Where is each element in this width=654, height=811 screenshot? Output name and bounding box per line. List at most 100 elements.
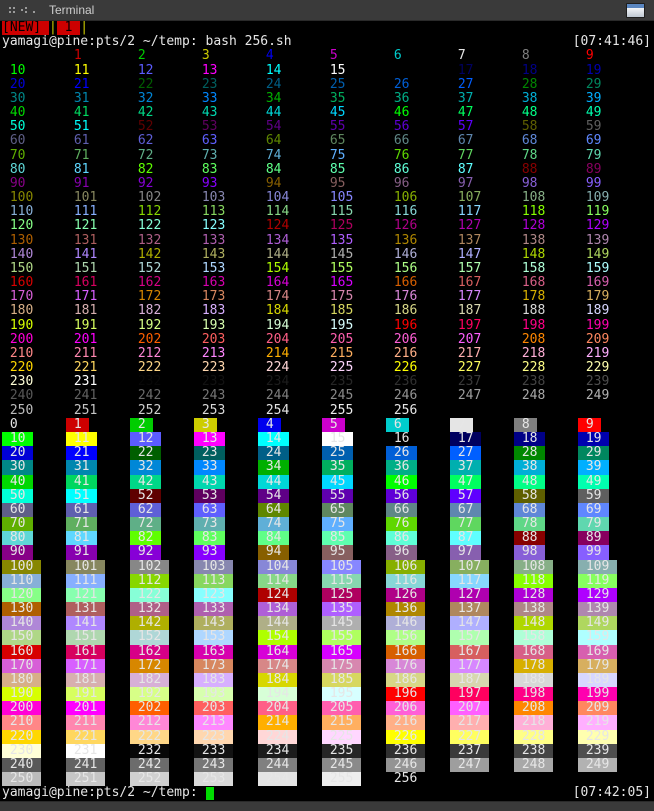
bg-color-cell-140: 140 — [2, 616, 42, 631]
fg-color-cell-44: 44 — [258, 106, 290, 121]
fg-color-cell-112: 112 — [130, 205, 170, 220]
fg-color-cell-2: 2 — [130, 49, 154, 64]
bg-color-cell-179: 179 — [578, 658, 618, 673]
fg-color-cell-218: 218 — [514, 346, 554, 361]
bg-color-cell-227: 227 — [450, 729, 490, 744]
fg-color-row: 250 251 252 253 254 255 256 — [0, 404, 654, 418]
bg-color-cell-123: 123 — [194, 587, 234, 603]
fg-color-row: 130 131 132 133 134 135 136 137 138 139 — [0, 234, 654, 248]
fg-color-cell-190: 190 — [2, 318, 42, 333]
bg-color-cell-204: 204 — [258, 701, 298, 716]
timestamp-start: [07:41:46] — [572, 34, 651, 50]
fg-color-cell-13: 13 — [194, 63, 226, 78]
fg-color-row: 210 211 212 213 214 215 216 217 218 219 — [0, 347, 654, 361]
fg-color-row: 190 191 192 193 194 195 196 197 198 199 — [0, 319, 654, 333]
bg-color-cell-61: 61 — [66, 502, 98, 518]
fg-color-cell-146: 146 — [386, 247, 426, 262]
fg-color-cell-82: 82 — [130, 162, 162, 177]
bg-color-cell-154: 154 — [258, 630, 298, 645]
bg-color-cell-97: 97 — [450, 545, 482, 560]
bg-color-cell-24: 24 — [258, 446, 290, 461]
fg-color-cell-73: 73 — [194, 148, 226, 163]
fg-color-cell-3: 3 — [194, 49, 218, 64]
terminal-screen[interactable]: [NEW] | 1 | yamagi@pine:pts/2 ~/temp: ba… — [0, 20, 654, 801]
fg-color-cell-59: 59 — [578, 120, 610, 135]
fg-color-cell-229: 229 — [578, 361, 618, 376]
fg-color-cell-212: 212 — [130, 346, 170, 361]
bg-color-cell-163: 163 — [194, 644, 234, 659]
fg-color-cell-139: 139 — [578, 233, 618, 248]
bg-color-cell-6: 6 — [386, 417, 410, 432]
fg-color-grid: 0 1 2 3 4 5 6 7 8 9 10 11 12 13 14 15 16… — [0, 49, 654, 417]
bg-color-cell-241: 241 — [66, 757, 106, 773]
bg-color-cell-40: 40 — [2, 474, 34, 489]
bg-color-cell-177: 177 — [450, 658, 490, 673]
fg-color-cell-142: 142 — [130, 247, 170, 262]
bg-color-row: 80 81 82 83 84 85 86 87 88 89 — [0, 531, 654, 546]
bg-color-cell-205: 205 — [322, 701, 362, 716]
fg-color-cell-210: 210 — [2, 346, 42, 361]
bg-color-cell-248: 248 — [514, 757, 554, 773]
fg-color-cell-148: 148 — [514, 247, 554, 262]
fg-color-row: 20 21 22 23 24 25 26 27 28 29 — [0, 78, 654, 92]
bg-color-cell-85: 85 — [322, 531, 354, 546]
bg-color-cell-127: 127 — [450, 587, 490, 603]
bg-color-row: 150 151 152 153 154 155 156 157 158 159 — [0, 630, 654, 645]
bg-color-cell-133: 133 — [194, 602, 234, 617]
bg-color-cell-238: 238 — [514, 743, 554, 758]
fg-color-row: 80 81 82 83 84 85 86 87 88 89 — [0, 163, 654, 177]
fg-color-cell-76: 76 — [386, 148, 418, 163]
bg-color-cell-159: 159 — [578, 630, 618, 645]
fg-color-cell-93: 93 — [194, 176, 226, 191]
fg-color-cell-201: 201 — [66, 332, 106, 347]
bg-color-cell-2: 2 — [130, 417, 154, 432]
title-bar[interactable]: Terminal — [0, 0, 654, 21]
bg-color-row: 40 41 42 43 44 45 46 47 48 49 — [0, 474, 654, 489]
bg-color-cell-138: 138 — [514, 602, 554, 617]
fg-color-cell-69: 69 — [578, 134, 610, 149]
fg-color-cell-195: 195 — [322, 318, 362, 333]
bg-color-cell-28: 28 — [514, 446, 546, 461]
bg-color-cell-95: 95 — [322, 545, 354, 560]
fg-color-cell-11: 11 — [66, 63, 98, 78]
fg-color-cell-61: 61 — [66, 134, 98, 149]
bg-color-cell-181: 181 — [66, 672, 106, 688]
bg-color-cell-246: 246 — [386, 757, 426, 773]
bg-color-cell-116: 116 — [386, 573, 426, 588]
fg-color-cell-129: 129 — [578, 219, 618, 234]
fg-color-cell-54: 54 — [258, 120, 290, 135]
bg-color-row: 240 241 242 243 244 245 246 247 248 249 — [0, 757, 654, 773]
bg-color-cell-14: 14 — [258, 431, 290, 447]
bg-color-cell-118: 118 — [514, 573, 554, 588]
bg-color-cell-221: 221 — [66, 729, 106, 744]
fg-color-cell-217: 217 — [450, 346, 490, 361]
window-menu-icons[interactable] — [9, 7, 35, 13]
fg-color-cell-47: 47 — [450, 106, 482, 121]
bg-color-cell-228: 228 — [514, 729, 554, 744]
bg-color-cell-212: 212 — [130, 715, 170, 730]
bg-color-cell-72: 72 — [130, 517, 162, 532]
bg-color-row: 160 161 162 163 164 165 166 167 168 169 — [0, 644, 654, 659]
fg-color-cell-35: 35 — [322, 91, 354, 106]
bg-color-cell-3: 3 — [194, 417, 218, 432]
fg-color-cell-187: 187 — [450, 304, 490, 319]
bg-color-cell-251: 251 — [66, 772, 106, 787]
fg-color-cell-225: 225 — [322, 361, 362, 376]
fg-color-cell-183: 183 — [194, 304, 234, 319]
window-icon[interactable] — [626, 2, 645, 18]
bg-color-cell-232: 232 — [130, 743, 170, 758]
fg-color-cell-42: 42 — [130, 106, 162, 121]
fg-color-cell-125: 125 — [322, 219, 362, 234]
bg-color-row: 130 131 132 133 134 135 136 137 138 139 — [0, 602, 654, 617]
fg-color-cell-96: 96 — [386, 176, 418, 191]
fg-color-cell-221: 221 — [66, 361, 106, 376]
fg-color-cell-34: 34 — [258, 91, 290, 106]
fg-color-cell-29: 29 — [578, 77, 610, 92]
fg-color-row: 40 41 42 43 44 45 46 47 48 49 — [0, 106, 654, 120]
bg-color-cell-180: 180 — [2, 672, 42, 688]
fg-color-cell-4: 4 — [258, 49, 282, 64]
fg-color-cell-222: 222 — [130, 361, 170, 376]
fg-color-cell-250: 250 — [2, 403, 42, 418]
fg-color-cell-80: 80 — [2, 162, 34, 177]
bg-color-cell-75: 75 — [322, 517, 354, 532]
